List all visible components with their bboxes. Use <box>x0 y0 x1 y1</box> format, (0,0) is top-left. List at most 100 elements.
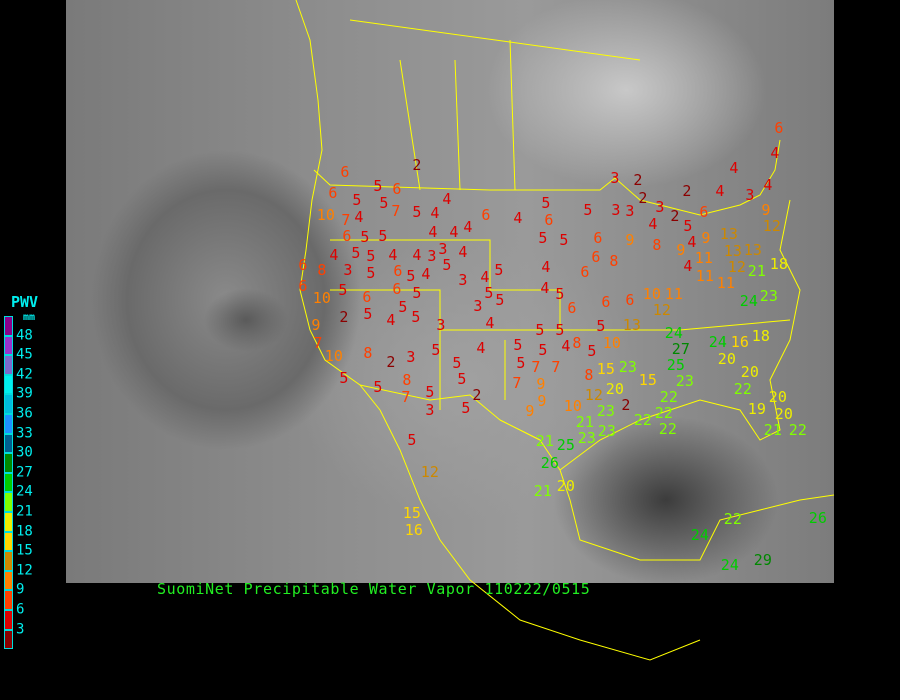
station-pwv-value: 26 <box>540 453 559 472</box>
station-pwv-value: 12 <box>727 257 746 276</box>
station-pwv-value: 4 <box>428 222 438 241</box>
station-pwv-value: 4 <box>540 278 550 297</box>
station-pwv-value: 3 <box>655 197 665 216</box>
station-pwv-value: 4 <box>485 313 495 332</box>
station-pwv-value: 11 <box>716 273 735 292</box>
station-pwv-value: 5 <box>352 190 362 209</box>
station-pwv-value: 5 <box>541 193 551 212</box>
station-pwv-value: 6 <box>342 226 352 245</box>
station-pwv-value: 12 <box>652 300 671 319</box>
legend-label: 9 <box>16 581 25 598</box>
station-pwv-value: 16 <box>404 520 423 539</box>
station-pwv-value: 4 <box>476 338 486 357</box>
station-pwv-value: 5 <box>366 246 376 265</box>
station-pwv-value: 6 <box>544 210 554 229</box>
station-pwv-value: 3 <box>745 185 755 204</box>
station-pwv-value: 6 <box>392 179 402 198</box>
station-pwv-value: 4 <box>463 217 473 236</box>
legend-swatch <box>4 472 13 493</box>
legend-label: 36 <box>16 405 33 422</box>
station-pwv-value: 4 <box>430 203 440 222</box>
station-pwv-value: 20 <box>774 404 793 423</box>
station-pwv-value: 5 <box>412 283 422 302</box>
province-line <box>454 59 461 191</box>
station-pwv-value: 4 <box>729 158 739 177</box>
legend-label: 3 <box>16 621 25 638</box>
legend-swatch <box>4 492 13 512</box>
station-pwv-value: 2 <box>638 188 648 207</box>
station-pwv-value: 3 <box>438 239 448 258</box>
gulf-coast <box>499 419 835 561</box>
station-pwv-value: 12 <box>762 216 781 235</box>
station-pwv-value: 9 <box>761 200 771 219</box>
station-pwv-value: 21 <box>575 412 594 431</box>
station-pwv-value: 13 <box>723 241 742 260</box>
legend-swatch <box>4 316 13 336</box>
station-pwv-value: 8 <box>402 370 412 389</box>
legend-swatch <box>4 433 13 454</box>
station-pwv-value: 8 <box>584 365 594 384</box>
legend-swatch <box>4 610 13 630</box>
station-pwv-value: 5 <box>360 227 370 246</box>
legend-swatch <box>4 551 13 571</box>
station-pwv-value: 21 <box>535 431 554 450</box>
station-pwv-value: 20 <box>717 349 736 368</box>
station-pwv-value: 24 <box>739 291 758 310</box>
station-pwv-value: 4 <box>449 222 459 241</box>
station-pwv-value: 4 <box>687 232 697 251</box>
station-pwv-value: 13 <box>719 224 738 243</box>
station-pwv-value: 4 <box>329 245 339 264</box>
legend-label: 30 <box>16 444 33 461</box>
station-pwv-value: 23 <box>675 371 694 390</box>
legend-swatch <box>4 453 13 473</box>
station-pwv-value: 6 <box>625 290 635 309</box>
station-pwv-value: 4 <box>442 189 452 208</box>
legend-label: 6 <box>16 601 25 618</box>
station-pwv-value: 9 <box>536 374 546 393</box>
legend-label: 45 <box>16 346 33 363</box>
province-line <box>509 39 516 191</box>
station-pwv-value: 6 <box>699 202 709 221</box>
station-pwv-value: 7 <box>313 333 323 352</box>
legend-label: 48 <box>16 327 33 344</box>
station-pwv-value: 7 <box>391 201 401 220</box>
station-pwv-value: 23 <box>596 401 615 420</box>
station-pwv-value: 4 <box>541 257 551 276</box>
legend-swatch <box>4 570 13 591</box>
station-pwv-value: 4 <box>412 245 422 264</box>
station-pwv-value: 23 <box>759 286 778 305</box>
station-pwv-value: 13 <box>622 315 641 334</box>
station-pwv-value: 5 <box>379 193 389 212</box>
state-lines <box>330 239 561 331</box>
station-pwv-value: 4 <box>648 214 658 233</box>
station-pwv-value: 7 <box>551 357 561 376</box>
station-pwv-value: 22 <box>659 387 678 406</box>
station-pwv-value: 9 <box>537 391 547 410</box>
station-pwv-value: 2 <box>682 181 692 200</box>
station-pwv-value: 22 <box>654 403 673 422</box>
station-pwv-value: 3 <box>473 296 483 315</box>
legend-swatch <box>4 355 13 375</box>
station-pwv-value: 3 <box>425 400 435 419</box>
station-pwv-value: 10 <box>316 205 335 224</box>
station-pwv-value: 5 <box>538 228 548 247</box>
station-pwv-value: 6 <box>392 279 402 298</box>
station-pwv-value: 2 <box>670 206 680 225</box>
station-pwv-value: 2 <box>621 395 631 414</box>
station-pwv-value: 10 <box>642 284 661 303</box>
station-pwv-value: 6 <box>481 205 491 224</box>
station-pwv-value: 5 <box>442 255 452 274</box>
station-pwv-value: 5 <box>457 369 467 388</box>
station-pwv-value: 20 <box>605 379 624 398</box>
station-pwv-value: 5 <box>351 243 361 262</box>
station-pwv-value: 5 <box>373 377 383 396</box>
station-pwv-value: 5 <box>366 263 376 282</box>
station-pwv-value: 4 <box>421 264 431 283</box>
station-pwv-value: 22 <box>723 509 742 528</box>
station-pwv-value: 9 <box>311 315 321 334</box>
station-pwv-value: 26 <box>808 508 827 527</box>
station-pwv-value: 16 <box>730 332 749 351</box>
legend-label: 15 <box>16 542 33 559</box>
